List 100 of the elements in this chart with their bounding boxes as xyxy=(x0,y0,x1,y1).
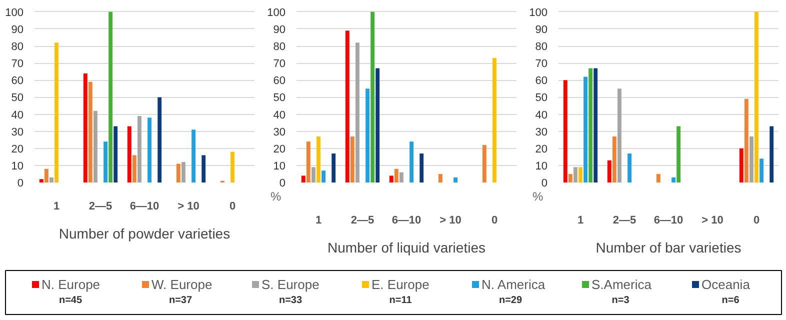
bar xyxy=(158,97,162,182)
bar xyxy=(770,126,774,182)
bar xyxy=(301,176,306,182)
bar xyxy=(94,110,98,182)
bar xyxy=(345,30,350,182)
y-tick-label: 50 xyxy=(11,92,24,104)
legend-label: Oceania xyxy=(702,277,751,292)
bar xyxy=(148,118,152,182)
bar xyxy=(588,68,593,182)
x-axis-title: Number of bar varieties xyxy=(596,240,742,256)
y-tick-label: 40 xyxy=(11,109,24,122)
x-tick-label: 6—10 xyxy=(654,214,684,226)
bar xyxy=(389,176,394,182)
bar xyxy=(454,177,458,182)
bar xyxy=(366,88,370,182)
bar xyxy=(394,168,398,182)
y-tick-label: 30 xyxy=(11,126,24,138)
x-tick-label: > 10 xyxy=(702,214,724,226)
y-tick-label: 80 xyxy=(11,41,24,54)
y-tick-label: 60 xyxy=(535,75,548,88)
x-tick-label: > 10 xyxy=(178,200,200,212)
y-tick-label: 80 xyxy=(273,41,286,54)
y-axis-title: % xyxy=(270,190,282,204)
legend-label: N. America xyxy=(482,277,546,292)
x-tick-label: 1 xyxy=(315,214,322,226)
text: n=29 xyxy=(498,295,522,306)
legend-label: N. Europe xyxy=(42,277,100,292)
bar xyxy=(138,116,142,182)
bar xyxy=(676,126,681,182)
y-tick-label: 60 xyxy=(273,75,286,88)
bar xyxy=(356,42,360,182)
bar xyxy=(104,142,108,182)
bar xyxy=(410,142,414,182)
y-tick-label: 40 xyxy=(273,109,286,122)
y-axis-title: % xyxy=(532,190,544,204)
bar xyxy=(182,162,186,182)
y-tick-label: 30 xyxy=(273,126,286,138)
bar xyxy=(574,167,578,182)
x-tick-label: 1 xyxy=(53,200,60,212)
bar xyxy=(114,126,118,182)
y-tick-label: 20 xyxy=(11,143,24,156)
x-tick-label: 6—10 xyxy=(130,200,160,212)
text: n=37 xyxy=(168,295,192,306)
text: n=6 xyxy=(722,295,740,306)
bar xyxy=(376,68,380,182)
bar xyxy=(370,12,375,182)
bar xyxy=(44,168,48,182)
text: n=33 xyxy=(278,295,302,306)
y-tick-label: 30 xyxy=(535,126,548,138)
x-axis-title: Number of liquid varieties xyxy=(328,240,486,256)
bar xyxy=(400,172,404,182)
legend-label: E. Europe xyxy=(372,277,430,292)
bar xyxy=(594,68,598,182)
bar xyxy=(618,88,622,182)
bar xyxy=(438,174,442,182)
bar xyxy=(306,142,310,182)
bar xyxy=(754,12,758,182)
y-tick-label: 70 xyxy=(535,58,548,70)
bar xyxy=(83,73,88,182)
y-tick-label: 100 xyxy=(529,6,548,19)
x-tick-label: > 10 xyxy=(440,214,462,226)
y-tick-label: 50 xyxy=(535,92,548,104)
bar xyxy=(656,174,660,182)
bar xyxy=(568,174,572,182)
bar xyxy=(316,136,320,182)
bar xyxy=(192,130,196,182)
y-tick-label: 0 xyxy=(17,178,24,190)
y-tick-label: 40 xyxy=(535,109,548,122)
y-tick-label: 20 xyxy=(273,143,286,156)
x-tick-label: 0 xyxy=(753,214,760,226)
text: n=45 xyxy=(58,295,82,306)
legend-label: S.America xyxy=(592,277,652,292)
y-tick-label: 50 xyxy=(273,92,286,104)
bar xyxy=(744,98,748,182)
bar xyxy=(760,158,764,182)
bar xyxy=(612,136,616,182)
bar xyxy=(108,12,113,182)
bar xyxy=(750,136,754,182)
bar xyxy=(563,80,568,182)
y-tick-label: 70 xyxy=(273,58,286,70)
y-tick-label: 20 xyxy=(535,143,548,156)
bar xyxy=(350,136,354,182)
bar xyxy=(628,154,632,182)
bar xyxy=(492,58,496,182)
x-tick-label: 2—5 xyxy=(350,214,374,226)
y-tick-label: 0 xyxy=(541,178,548,190)
x-tick-label: 6—10 xyxy=(392,214,422,226)
x-tick-label: 1 xyxy=(577,214,584,226)
bar xyxy=(54,42,58,182)
y-tick-label: 60 xyxy=(11,75,24,88)
bar xyxy=(127,126,132,182)
bar xyxy=(739,148,744,182)
bar xyxy=(230,152,234,182)
bar xyxy=(202,155,206,182)
y-tick-label: 10 xyxy=(273,160,286,172)
x-tick-label: 2—5 xyxy=(88,200,112,212)
x-tick-label: 0 xyxy=(229,200,236,212)
bar xyxy=(672,177,676,182)
bar xyxy=(88,82,92,182)
x-tick-label: 2—5 xyxy=(612,214,636,226)
